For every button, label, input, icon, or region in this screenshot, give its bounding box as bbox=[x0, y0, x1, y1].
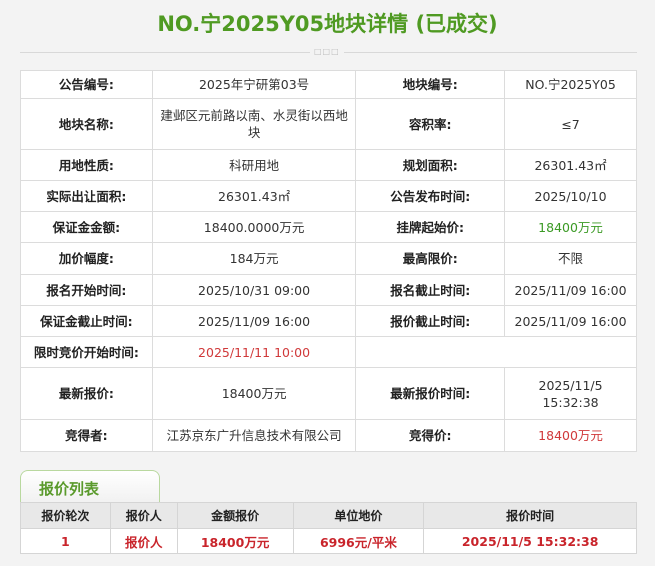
field-label: 地块编号: bbox=[355, 70, 506, 99]
tab-label: 报价列表 bbox=[39, 480, 100, 498]
column-header: 报价人 bbox=[109, 502, 178, 529]
field-value: 2025/11/11 10:00 bbox=[151, 336, 357, 368]
field-label: 容积率: bbox=[355, 98, 506, 150]
field-value: 184万元 bbox=[151, 242, 357, 275]
table-row: 竞得者: 江苏京东广升信息技术有限公司 竞得价: 18400万元 bbox=[20, 419, 637, 452]
field-value: 18400.0000万元 bbox=[151, 211, 357, 243]
field-value: 不限 bbox=[504, 242, 637, 275]
field-label: 竞得价: bbox=[355, 419, 506, 452]
field-value: 2025/10/31 09:00 bbox=[151, 274, 357, 306]
field-value: 2025/11/09 16:00 bbox=[504, 274, 637, 306]
field-value: 2025年宁研第03号 bbox=[151, 70, 357, 99]
field-label: 公告编号: bbox=[20, 70, 153, 99]
table-row: 最新报价: 18400万元 最新报价时间: 2025/11/5 15:32:38 bbox=[20, 367, 637, 420]
field-label: 实际出让面积: bbox=[20, 180, 153, 212]
field-label: 报名开始时间: bbox=[20, 274, 153, 306]
field-label: 加价幅度: bbox=[20, 242, 153, 275]
tab-bid-list[interactable]: 报价列表 bbox=[20, 470, 160, 503]
field-label: 保证金金额: bbox=[20, 211, 153, 243]
table-header-row: 报价轮次 报价人 金额报价 单位地价 报价时间 bbox=[20, 502, 637, 529]
bid-cell: 18400万元 bbox=[176, 528, 294, 554]
parcel-info-table: 公告编号: 2025年宁研第03号 地块编号: NO.宁2025Y05 地块名称: 建邺区… bbox=[20, 70, 637, 452]
field-value: 18400万元 bbox=[504, 419, 637, 452]
field-label: 最新报价: bbox=[20, 367, 153, 420]
bid-cell: 6996元/平米 bbox=[292, 528, 425, 554]
table-row: 保证金金额: 18400.0000万元 挂牌起始价: 18400万元 bbox=[20, 211, 637, 243]
table-row: 用地性质: 科研用地 规划面积: 26301.43㎡ bbox=[20, 149, 637, 181]
field-label: 报名截止时间: bbox=[355, 274, 506, 306]
table-row: 公告编号: 2025年宁研第03号 地块编号: NO.宁2025Y05 bbox=[20, 70, 637, 99]
field-label: 最新报价时间: bbox=[355, 367, 506, 420]
table-row: 保证金截止时间: 2025/11/09 16:00 报价截止时间: 2025/11/0… bbox=[20, 305, 637, 337]
table-row: 地块名称: 建邺区元前路以南、水灵街以西地块 容积率: ≤7 bbox=[20, 98, 637, 150]
field-label: 规划面积: bbox=[355, 149, 506, 181]
page-title: NO.宁2025Y05地块详情 (已成交) bbox=[157, 12, 498, 36]
column-header: 金额报价 bbox=[176, 502, 294, 529]
field-value: 江苏京东广升信息技术有限公司 bbox=[151, 419, 357, 452]
field-value: 26301.43㎡ bbox=[151, 180, 357, 212]
column-header: 报价轮次 bbox=[20, 502, 111, 529]
field-label: 用地性质: bbox=[20, 149, 153, 181]
empty-cell bbox=[355, 336, 637, 368]
field-value: 建邺区元前路以南、水灵街以西地块 bbox=[151, 98, 357, 150]
field-label: 挂牌起始价: bbox=[355, 211, 506, 243]
table-row: 限时竞价开始时间: 2025/11/11 10:00 bbox=[20, 336, 637, 368]
table-row: 报名开始时间: 2025/10/31 09:00 报名截止时间: 2025/11/09… bbox=[20, 274, 637, 306]
bid-cell: 2025/11/5 15:32:38 bbox=[423, 528, 637, 554]
column-header: 单位地价 bbox=[292, 502, 425, 529]
bid-row: 1 报价人 18400万元 6996元/平米 2025/11/5 15:32:38 bbox=[20, 528, 637, 554]
field-value: 科研用地 bbox=[151, 149, 357, 181]
field-value: 2025/11/09 16:00 bbox=[504, 305, 637, 337]
divider-ornament: □□□ bbox=[310, 47, 344, 56]
field-label: 公告发布时间: bbox=[355, 180, 506, 212]
table-row: 实际出让面积: 26301.43㎡ 公告发布时间: 2025/10/10 bbox=[20, 180, 637, 212]
field-value: 26301.43㎡ bbox=[504, 149, 637, 181]
field-value: 2025/11/09 16:00 bbox=[151, 305, 357, 337]
field-value: 18400万元 bbox=[151, 367, 357, 420]
field-label: 保证金截止时间: bbox=[20, 305, 153, 337]
table-row: 加价幅度: 184万元 最高限价: 不限 bbox=[20, 242, 637, 275]
field-label: 最高限价: bbox=[355, 242, 506, 275]
field-label: 地块名称: bbox=[20, 98, 153, 150]
field-value: NO.宁2025Y05 bbox=[504, 70, 637, 99]
field-value: 2025/11/5 15:32:38 bbox=[504, 367, 637, 420]
field-label: 限时竞价开始时间: bbox=[20, 336, 153, 368]
bid-list-table: 报价轮次 报价人 金额报价 单位地价 报价时间 1 报价人 18400万元 6996元/平米 2… bbox=[20, 502, 637, 554]
bid-cell: 报价人 bbox=[109, 528, 178, 554]
column-header: 报价时间 bbox=[423, 502, 637, 529]
field-label: 竞得者: bbox=[20, 419, 153, 452]
bid-cell: 1 bbox=[20, 528, 111, 554]
field-value: ≤7 bbox=[504, 98, 637, 150]
field-value: 2025/10/10 bbox=[504, 180, 637, 212]
field-label: 报价截止时间: bbox=[355, 305, 506, 337]
field-value: 18400万元 bbox=[504, 211, 637, 243]
